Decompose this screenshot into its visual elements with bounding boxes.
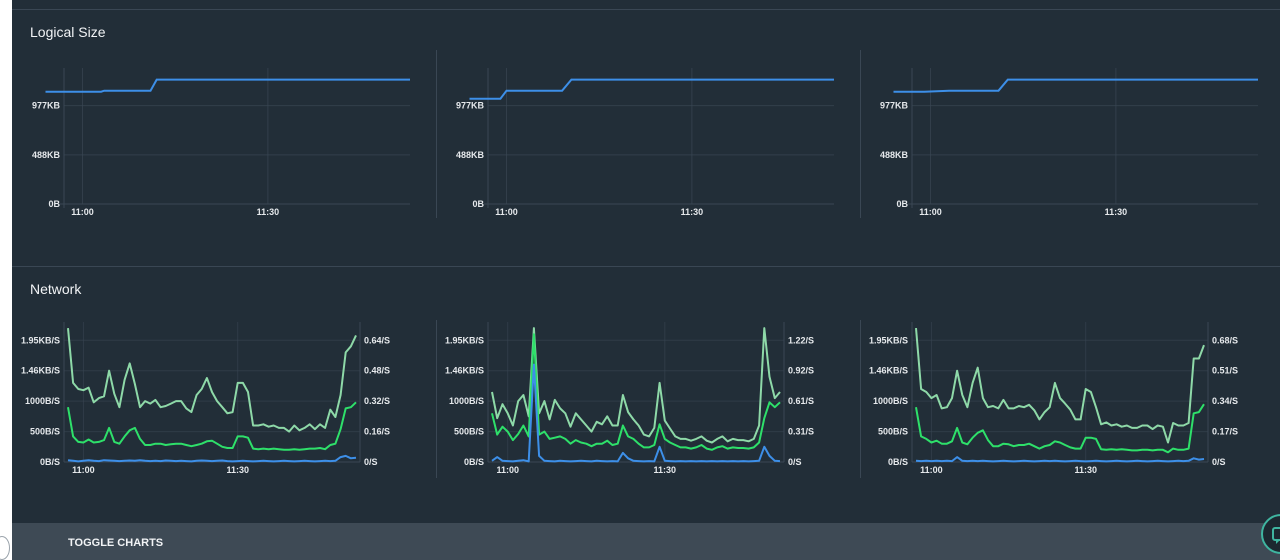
top-divider <box>12 9 1280 10</box>
y-tick-label: 488KB <box>880 150 909 160</box>
x-tick-label: 11:00 <box>496 465 519 475</box>
chart-separator <box>860 320 861 478</box>
left-edge-strip <box>0 0 12 560</box>
series-line <box>469 78 834 100</box>
y-tick-label-right: 0/S <box>788 457 802 467</box>
y-tick-label-left: 500B/S <box>30 427 60 437</box>
y-tick-label: 977KB <box>880 101 909 111</box>
y-tick-label-left: 0B/S <box>464 457 484 467</box>
y-tick-label-left: 1.95KB/S <box>445 335 484 345</box>
y-tick-label: 488KB <box>456 150 485 160</box>
y-tick-label: 488KB <box>32 150 61 160</box>
y-tick-label: 0B <box>48 199 60 209</box>
series-line <box>67 454 357 463</box>
y-tick-label: 0B <box>472 199 484 209</box>
y-tick-label-left: 0B/S <box>888 457 908 467</box>
y-tick-label-right: 0.92/S <box>788 366 814 376</box>
logical-size-chart-3: 0B 488KB 977KB 11:00 11:30 <box>880 68 1258 217</box>
series-line <box>67 401 357 451</box>
x-tick-label: 11:30 <box>654 465 677 475</box>
footer-bar: TOGGLE CHARTS <box>12 523 1280 560</box>
y-tick-label-right: 0/S <box>1212 457 1226 467</box>
y-tick-label-right: 0.48/S <box>364 366 390 376</box>
y-tick-label-left: 1000B/S <box>25 396 60 406</box>
y-tick-label-left: 1000B/S <box>449 396 484 406</box>
y-tick-label-left: 500B/S <box>878 427 908 437</box>
network-chart-2: 0B/S 0/S 500B/S 0.31/S 1000B/S 0.61/S 1.46KB/S… <box>445 322 814 475</box>
logical-size-title: Logical Size <box>30 24 106 40</box>
series-line <box>915 328 1205 444</box>
y-tick-label-left: 1000B/S <box>873 396 908 406</box>
series-line <box>67 328 357 433</box>
section-divider <box>12 266 1280 267</box>
y-tick-label-right: 0.16/S <box>364 427 390 437</box>
chat-icon <box>1272 527 1280 544</box>
logical-size-chart-1: 0B 488KB 977KB 11:00 11:30 <box>32 68 410 217</box>
series-line <box>915 403 1205 454</box>
y-tick-label: 977KB <box>32 101 61 111</box>
y-tick-label-right: 0.34/S <box>1212 396 1238 406</box>
chart-separator <box>860 50 861 218</box>
x-tick-label: 11:00 <box>71 207 94 217</box>
logical-size-chart-2: 0B 488KB 977KB 11:00 11:30 <box>456 68 834 217</box>
x-tick-label: 11:00 <box>919 207 942 217</box>
y-tick-label-left: 0B/S <box>40 457 60 467</box>
series-line <box>893 78 1258 93</box>
y-tick-label-left: 1.46KB/S <box>445 366 484 376</box>
x-tick-label: 11:00 <box>72 465 95 475</box>
y-tick-label-left: 1.95KB/S <box>21 335 60 345</box>
x-tick-label: 11:00 <box>495 207 518 217</box>
x-tick-label: 11:30 <box>257 207 280 217</box>
x-tick-label: 11:30 <box>1074 465 1097 475</box>
chart-separator <box>436 50 437 218</box>
y-tick-label-right: 0.61/S <box>788 396 814 406</box>
y-tick-label-left: 1.46KB/S <box>869 366 908 376</box>
network-chart-3: 0B/S 0/S 500B/S 0.17/S 1000B/S 0.34/S 1.46KB/S… <box>869 322 1238 475</box>
y-tick-label-right: 0.17/S <box>1212 427 1238 437</box>
x-tick-label: 11:30 <box>1105 207 1128 217</box>
network-chart-1: 0B/S 0/S 500B/S 0.16/S 1000B/S 0.32/S 1.46KB/S… <box>21 322 390 475</box>
y-tick-label-left: 1.95KB/S <box>869 335 908 345</box>
y-tick-label-right: 0/S <box>364 457 378 467</box>
x-tick-label: 11:30 <box>681 207 704 217</box>
y-tick-label-right: 0.51/S <box>1212 366 1238 376</box>
y-tick-label-left: 500B/S <box>454 427 484 437</box>
y-tick-label: 977KB <box>456 101 485 111</box>
series-line <box>491 327 781 444</box>
series-line <box>45 78 410 93</box>
series-line <box>915 456 1205 463</box>
y-tick-label: 0B <box>896 199 908 209</box>
network-title: Network <box>30 281 82 297</box>
y-tick-label-right: 0.64/S <box>364 335 390 345</box>
chart-separator <box>436 320 437 478</box>
y-tick-label-right: 0.32/S <box>364 396 390 406</box>
x-tick-label: 11:00 <box>920 465 943 475</box>
y-tick-label-right: 0.68/S <box>1212 335 1238 345</box>
series-line <box>491 333 781 451</box>
y-tick-label-right: 1.22/S <box>788 335 814 345</box>
x-tick-label: 11:30 <box>226 465 249 475</box>
toggle-charts-button[interactable]: TOGGLE CHARTS <box>68 537 164 549</box>
series-line <box>491 363 781 463</box>
y-tick-label-right: 0.31/S <box>788 427 814 437</box>
y-tick-label-left: 1.46KB/S <box>21 366 60 376</box>
